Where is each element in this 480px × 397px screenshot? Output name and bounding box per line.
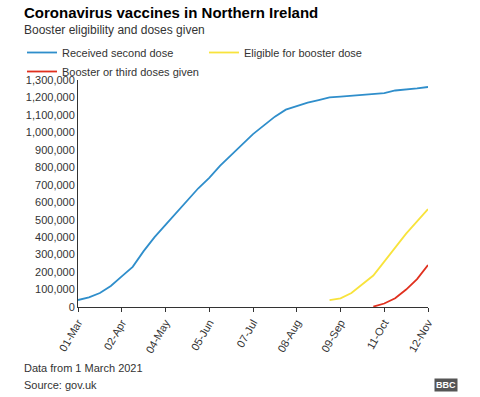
svg-text:01-Mar: 01-Mar (57, 317, 85, 353)
svg-text:Data from 1 March 2021: Data from 1 March 2021 (24, 362, 143, 374)
svg-text:11-Oct: 11-Oct (364, 317, 390, 351)
svg-text:12-Nov: 12-Nov (406, 317, 434, 354)
svg-text:900,000: 900,000 (35, 144, 75, 156)
svg-text:Eligible for booster dose: Eligible for booster dose (244, 47, 362, 59)
svg-text:800,000: 800,000 (35, 161, 75, 173)
svg-text:08-Aug: 08-Aug (275, 317, 303, 354)
svg-text:100,000: 100,000 (35, 283, 75, 295)
svg-text:05-Jun: 05-Jun (189, 317, 216, 352)
svg-text:07-Jul: 07-Jul (234, 317, 259, 349)
svg-text:04-May: 04-May (143, 317, 172, 355)
svg-text:Received second dose: Received second dose (62, 47, 173, 59)
svg-text:Booster or third doses given: Booster or third doses given (62, 66, 199, 78)
svg-text:Coronavirus vaccines in Northe: Coronavirus vaccines in Northern Ireland (24, 4, 318, 21)
svg-text:1,300,000: 1,300,000 (25, 73, 75, 86)
svg-text:1,000,000: 1,000,000 (26, 126, 75, 138)
svg-text:0: 0 (69, 301, 75, 313)
svg-text:500,000: 500,000 (35, 214, 75, 226)
svg-text:600,000: 600,000 (35, 196, 75, 208)
svg-text:BBC: BBC (436, 380, 456, 390)
svg-text:Source: gov.uk: Source: gov.uk (24, 379, 97, 391)
svg-text:300,000: 300,000 (35, 248, 75, 260)
svg-text:09-Sep: 09-Sep (319, 317, 347, 354)
svg-text:1,100,000: 1,100,000 (26, 109, 75, 121)
svg-text:700,000: 700,000 (35, 179, 75, 191)
svg-text:02-Apr: 02-Apr (101, 317, 128, 352)
svg-text:400,000: 400,000 (35, 231, 75, 243)
svg-text:1,200,000: 1,200,000 (26, 91, 75, 103)
svg-text:Booster eligibility and doses: Booster eligibility and doses given (24, 23, 205, 37)
svg-text:200,000: 200,000 (35, 266, 75, 278)
